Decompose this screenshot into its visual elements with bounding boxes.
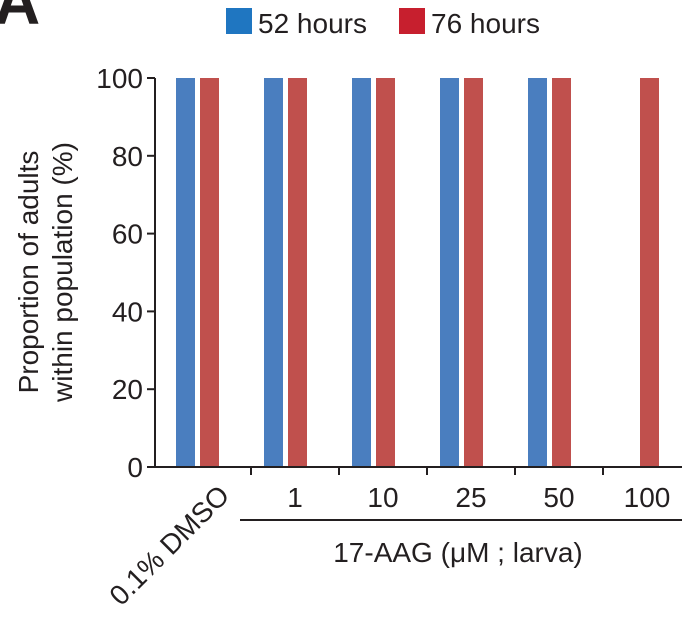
legend-label-52-hours: 52 hours	[258, 8, 367, 39]
y-axis-title: Proportion of adults within population (…	[13, 142, 78, 403]
y-tick-label-60: 60	[112, 219, 143, 250]
x-tick-label-10: 10	[367, 482, 398, 513]
bar-52-hours-0-1-dmso	[176, 78, 195, 467]
y-axis-title-line-1: Proportion of adults	[13, 151, 44, 394]
y-tick-label-80: 80	[112, 141, 143, 172]
x-tick-label-25: 25	[455, 482, 486, 513]
x-tick-label-1: 1	[287, 482, 303, 513]
y-tick-label-40: 40	[112, 296, 143, 327]
y-tick-label-20: 20	[112, 374, 143, 405]
bar-76-hours-10	[376, 78, 395, 467]
y-tick-label-100: 100	[96, 63, 143, 94]
bar-76-hours-50	[552, 78, 571, 467]
bar-52-hours-50	[528, 78, 547, 467]
y-axis: 0 20 40 60 80 100	[96, 63, 156, 483]
bar-52-hours-1	[264, 78, 283, 467]
y-axis-title-line-2: within population (%)	[47, 142, 78, 403]
x-tick-label-0-1-dmso: 0.1% DMSO	[103, 479, 235, 611]
legend-swatch-52-hours	[226, 8, 252, 34]
y-tick-label-0: 0	[127, 452, 143, 483]
bar-52-hours-25	[440, 78, 459, 467]
bar-76-hours-25	[464, 78, 483, 467]
legend-swatch-76-hours	[399, 8, 425, 34]
bar-52-hours-10	[352, 78, 371, 467]
legend-label-76-hours: 76 hours	[431, 8, 540, 39]
bars	[176, 78, 659, 467]
panel-label: A	[0, 0, 40, 38]
bar-76-hours-100	[640, 78, 659, 467]
x-tick-label-100: 100	[624, 482, 671, 513]
group-label: 17-AAG (μM ; larva)	[333, 537, 583, 568]
bar-76-hours-1	[288, 78, 307, 467]
legend: 52 hours 76 hours	[226, 8, 540, 39]
bar-76-hours-0-1-dmso	[200, 78, 219, 467]
x-tick-label-50: 50	[543, 482, 574, 513]
